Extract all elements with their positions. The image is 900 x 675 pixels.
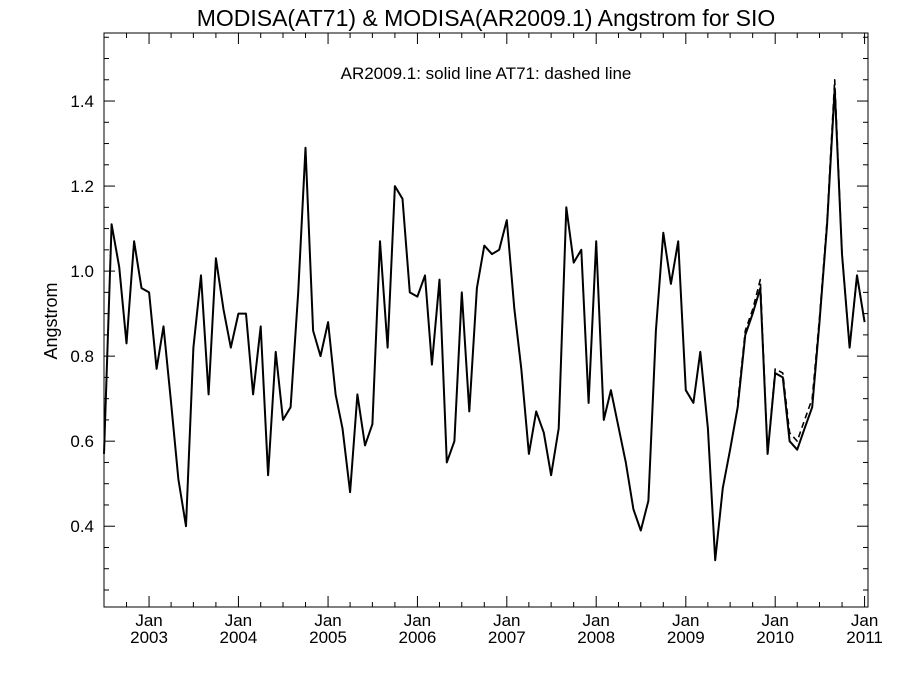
- y-tick-label: 0.8: [70, 347, 94, 366]
- y-tick-label: 1.4: [70, 92, 94, 111]
- x-tick-year-label: 2006: [399, 628, 437, 647]
- x-tick-month-label: Jan: [135, 611, 162, 630]
- axis-ticks: [103, 33, 868, 607]
- y-tick-label: 1.0: [70, 262, 94, 281]
- y-tick-label: 0.6: [70, 432, 94, 451]
- data-series: [103, 79, 866, 562]
- y-tick-label: 0.4: [70, 517, 94, 536]
- x-tick-year-label: 2005: [309, 628, 347, 647]
- y-tick-label: 1.2: [70, 177, 94, 196]
- x-tick-year-label: 2010: [756, 628, 794, 647]
- x-tick-month-label: Jan: [582, 611, 609, 630]
- x-tick-month-label: Jan: [761, 611, 788, 630]
- x-tick-month-label: Jan: [851, 611, 878, 630]
- tick-labels: 0.40.60.81.01.21.4Jan2003Jan2004Jan2005J…: [70, 92, 882, 647]
- x-tick-month-label: Jan: [493, 611, 520, 630]
- chart-title: MODISA(AT71) & MODISA(AR2009.1) Angstrom…: [197, 5, 776, 31]
- x-tick-year-label: 2007: [488, 628, 526, 647]
- x-tick-year-label: 2003: [130, 628, 168, 647]
- x-tick-year-label: 2008: [577, 628, 615, 647]
- at71-dashed-series-line: [736, 79, 866, 455]
- x-tick-year-label: 2011: [846, 628, 883, 647]
- x-tick-month-label: Jan: [225, 611, 252, 630]
- x-tick-month-label: Jan: [672, 611, 699, 630]
- line-style-annotation: AR2009.1: solid line AT71: dashed line: [341, 64, 632, 83]
- x-tick-year-label: 2009: [667, 628, 705, 647]
- x-tick-month-label: Jan: [404, 611, 431, 630]
- ar2009-solid-series-line: [103, 87, 866, 562]
- y-axis-label: Angstrom: [41, 282, 61, 359]
- plot-frame: [103, 32, 869, 608]
- x-tick-month-label: Jan: [314, 611, 341, 630]
- x-tick-year-label: 2004: [220, 628, 258, 647]
